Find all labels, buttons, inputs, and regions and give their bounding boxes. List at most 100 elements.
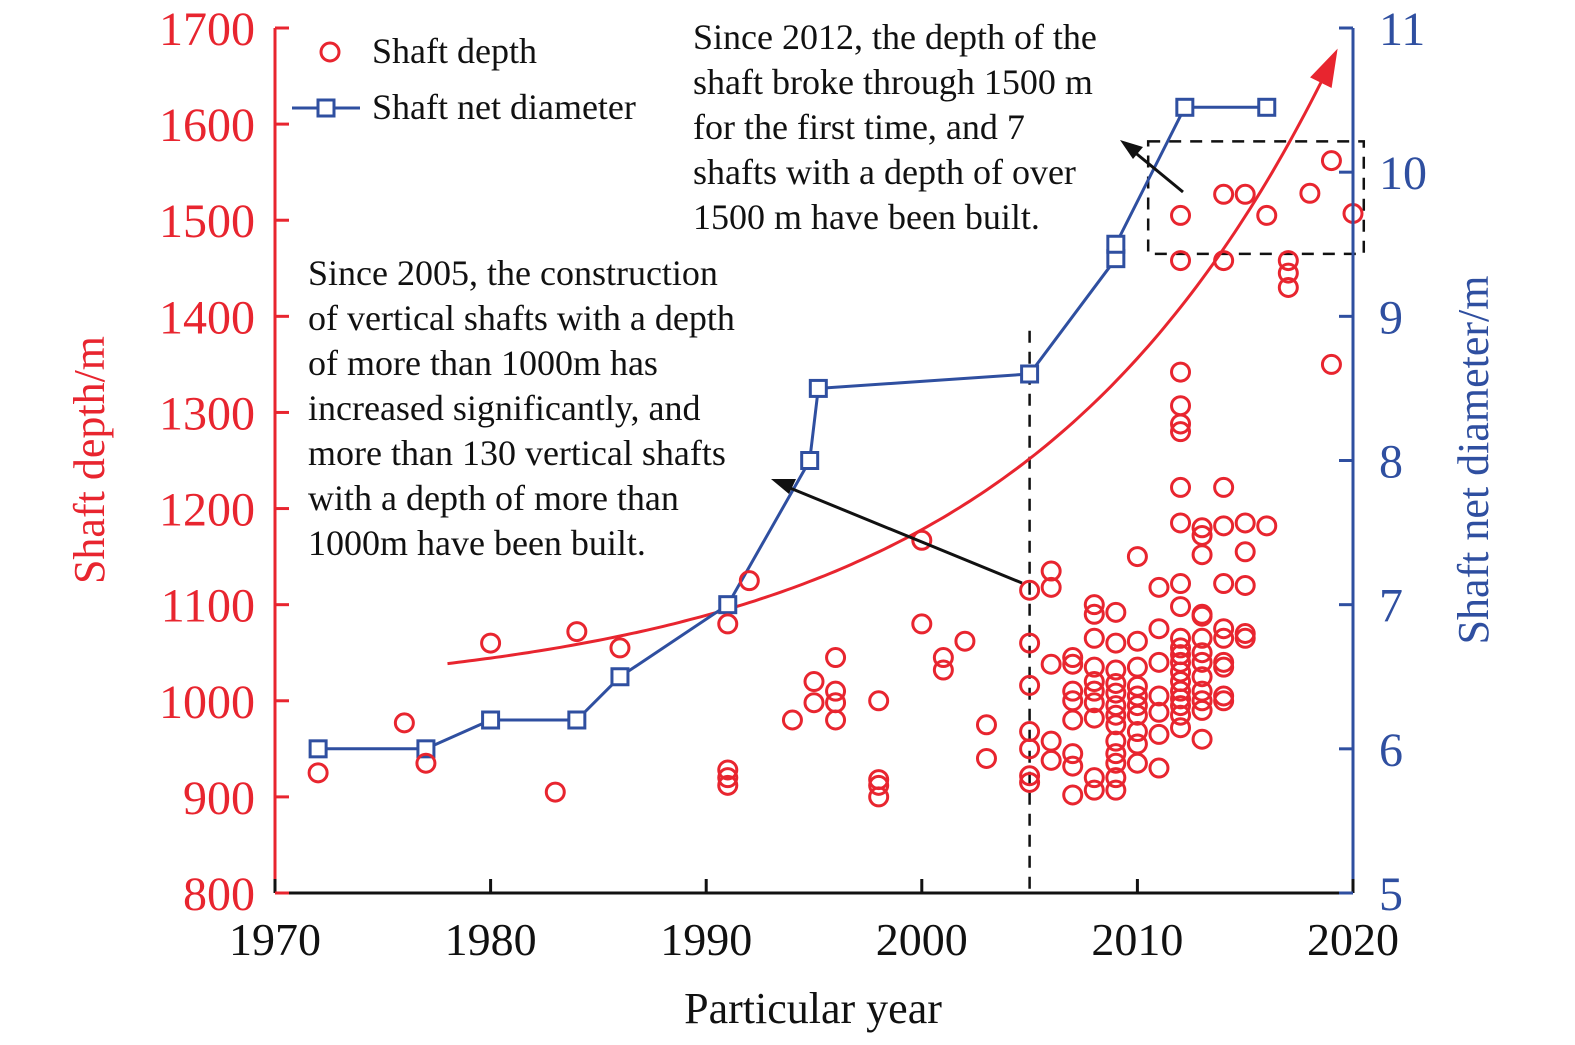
depth-point	[868, 690, 890, 712]
y-left-tick-label: 1500	[159, 195, 255, 248]
depth-point	[1126, 752, 1148, 774]
depth-point	[1062, 709, 1084, 731]
depth-point	[1213, 656, 1235, 678]
guides-layer	[1028, 140, 1366, 893]
depth-point	[1234, 574, 1256, 596]
depth-point	[1213, 573, 1235, 595]
depth-point	[544, 781, 566, 803]
depth-point	[1191, 690, 1213, 712]
y-left-tick-label: 1300	[159, 387, 255, 440]
depth-point	[1277, 250, 1299, 272]
y-left-tick-label: 1000	[159, 676, 255, 729]
depth-point	[1299, 182, 1321, 204]
legend-marker-square	[316, 98, 336, 118]
depth-point	[1170, 688, 1192, 710]
depth-point	[1126, 630, 1148, 652]
depth-point	[1083, 594, 1105, 616]
depth-point	[1105, 672, 1127, 694]
depth-point	[1277, 277, 1299, 298]
depth-point	[1170, 250, 1192, 272]
depth-point	[1126, 733, 1148, 755]
arrow-2012-line	[1131, 148, 1184, 194]
depth-point	[1191, 728, 1213, 750]
depth-point	[1062, 743, 1084, 765]
x-tick-label: 2000	[876, 914, 968, 965]
depth-point	[393, 712, 415, 734]
depth-point	[1019, 738, 1041, 760]
depth-point	[911, 529, 933, 551]
legend-label-shaft-net-diameter: Shaft net diameter	[372, 87, 636, 127]
legend-item-shaft-net-diameter: Shaft net diameter	[292, 87, 636, 127]
depth-point	[1019, 579, 1041, 601]
depth-point	[1213, 183, 1235, 205]
diameter-point	[800, 451, 820, 470]
depth-point	[1105, 743, 1127, 765]
depth-point	[1170, 476, 1192, 498]
depth-point	[1105, 714, 1127, 736]
diameter-point	[1106, 234, 1126, 254]
depth-point	[1040, 730, 1062, 752]
depth-point	[1234, 183, 1256, 205]
diameter-point	[610, 667, 630, 687]
depth-point	[1126, 656, 1148, 678]
diameter-point	[718, 595, 738, 615]
depth-point	[307, 762, 329, 784]
x-tick-label: 1990	[660, 914, 752, 965]
depth-point	[1170, 204, 1192, 226]
depth-point	[415, 752, 437, 774]
depth-point	[1170, 704, 1192, 726]
depth-point	[1191, 699, 1213, 721]
depth-point	[1105, 659, 1127, 681]
depth-point	[1062, 647, 1084, 669]
depth-point	[1148, 685, 1170, 707]
depth-point	[1320, 150, 1342, 172]
depth-point	[717, 767, 739, 789]
diameter-point	[1020, 364, 1040, 384]
depth-point	[803, 692, 825, 714]
depth-point	[1170, 637, 1192, 659]
depth-point	[1148, 618, 1170, 640]
y-right-axis-title: Shaft net diameter/m	[1449, 276, 1498, 645]
diameter-point	[481, 710, 501, 730]
depth-point	[1105, 730, 1127, 752]
depth-point	[1083, 779, 1105, 801]
depth-point	[1083, 671, 1105, 693]
depth-point	[781, 709, 803, 731]
y-right-tick-label: 7	[1379, 580, 1403, 633]
depth-point	[911, 613, 933, 635]
depth-point	[975, 747, 997, 769]
depth-point	[1234, 512, 1256, 534]
depth-point	[954, 630, 976, 652]
diameter-point	[1257, 97, 1277, 117]
depth-point	[1191, 642, 1213, 664]
depth-point	[1234, 627, 1256, 649]
depth-point	[1126, 546, 1148, 568]
depth-point	[1191, 517, 1213, 539]
depth-point	[825, 709, 847, 731]
depth-point	[609, 637, 631, 659]
annotation-2012-line: shafts with a depth of over	[693, 152, 1076, 192]
depth-point	[1148, 651, 1170, 673]
depth-point	[1191, 627, 1213, 649]
depth-point	[1019, 674, 1041, 696]
depth-point	[1148, 701, 1170, 723]
depth-point	[1170, 596, 1192, 618]
x-tick-label: 2020	[1307, 914, 1399, 965]
depth-point	[868, 774, 890, 796]
depth-point	[868, 786, 890, 808]
depth-point	[1105, 767, 1127, 789]
depth-point	[1148, 757, 1170, 779]
depth-point	[1191, 544, 1213, 566]
depth-point	[1126, 721, 1148, 743]
annotation-2012: Since 2012, the depth of the shaft broke…	[693, 17, 1106, 237]
depth-point	[1126, 695, 1148, 717]
depth-point	[1170, 421, 1192, 443]
y-right-tick-label: 5	[1379, 868, 1403, 921]
depth-point	[1213, 250, 1235, 272]
annotation-2012-line: shaft broke through 1500 m	[693, 62, 1093, 102]
diameter-point	[308, 739, 328, 759]
depth-point	[825, 647, 847, 669]
depth-point	[1019, 765, 1041, 787]
depth-point	[1148, 723, 1170, 745]
legend-item-shaft-depth: Shaft depth	[319, 31, 537, 71]
